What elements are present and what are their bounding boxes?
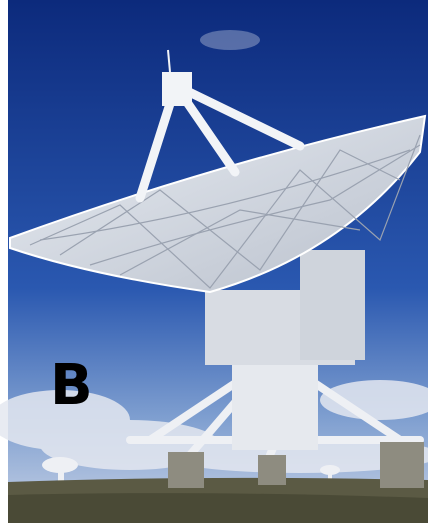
page: B (() => { const data = JSON.parse(docum… [0, 0, 428, 523]
pedestal [232, 360, 318, 450]
panel-label: B [50, 353, 93, 418]
elevation-housing [300, 250, 365, 360]
subreflector [162, 72, 192, 106]
photo: B [0, 0, 428, 523]
ground-shadow [8, 493, 428, 523]
